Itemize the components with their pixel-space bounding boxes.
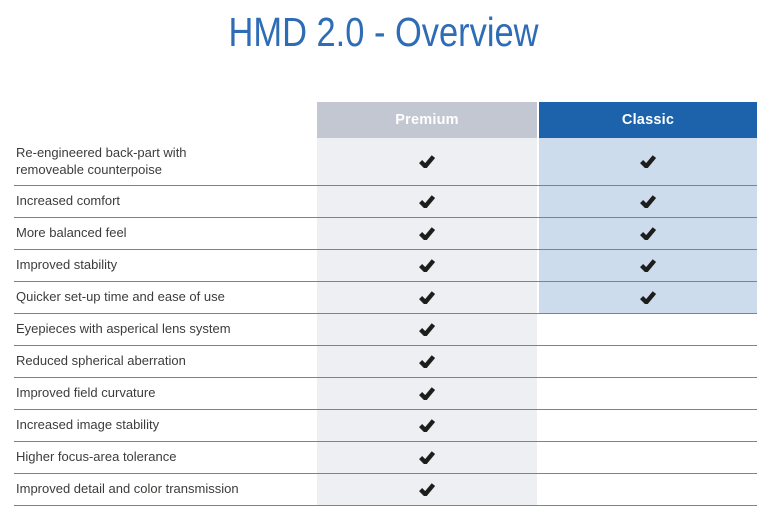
check-icon: [419, 387, 435, 400]
feature-label: Re-engineered back-part with removeable …: [16, 145, 187, 177]
classic-value-cell: [537, 314, 757, 345]
classic-value-cell: [537, 378, 757, 409]
classic-value-cell: [537, 138, 757, 185]
classic-value-cell: [537, 410, 757, 441]
check-icon: [419, 451, 435, 464]
table-row: Increased comfort: [14, 186, 757, 218]
premium-value-cell: [317, 442, 537, 473]
check-icon: [640, 259, 656, 272]
check-icon: [419, 419, 435, 432]
check-icon: [419, 291, 435, 304]
premium-value-cell: [317, 346, 537, 377]
table-header-row: Premium Classic: [14, 102, 757, 138]
table-row: Improved detail and color transmission: [14, 474, 757, 506]
table-row: Higher focus-area tolerance: [14, 442, 757, 474]
check-icon: [419, 323, 435, 336]
classic-value-cell: [537, 442, 757, 473]
table-body: Re-engineered back-part with removeable …: [14, 138, 757, 506]
feature-label: Improved stability: [16, 257, 118, 273]
feature-label: Quicker set-up time and ease of use: [16, 289, 225, 305]
check-icon: [419, 355, 435, 368]
feature-label: Increased image stability: [16, 417, 160, 433]
check-icon: [640, 195, 656, 208]
premium-value-cell: [317, 186, 537, 217]
table-row: Increased image stability: [14, 410, 757, 442]
feature-label: More balanced feel: [16, 225, 127, 241]
classic-value-cell: [537, 282, 757, 313]
premium-value-cell: [317, 474, 537, 505]
check-icon: [419, 155, 435, 168]
premium-value-cell: [317, 218, 537, 249]
feature-label: Improved field curvature: [16, 385, 156, 401]
table-row: Reduced spherical aberration: [14, 346, 757, 378]
page-title: HMD 2.0 - Overview: [228, 9, 540, 55]
title-area: HMD 2.0 - Overview: [0, 0, 768, 55]
feature-label: Higher focus-area tolerance: [16, 449, 177, 465]
column-header-classic: Classic: [537, 102, 757, 138]
feature-label: Eyepieces with asperical lens system: [16, 321, 231, 337]
check-icon: [640, 291, 656, 304]
table-row: Eyepieces with asperical lens system: [14, 314, 757, 346]
feature-label: Reduced spherical aberration: [16, 353, 186, 369]
classic-value-cell: [537, 346, 757, 377]
table-row: Re-engineered back-part with removeable …: [14, 138, 757, 186]
check-icon: [640, 227, 656, 240]
check-icon: [419, 259, 435, 272]
table-row: More balanced feel: [14, 218, 757, 250]
check-icon: [419, 483, 435, 496]
header-spacer: [14, 102, 317, 138]
premium-value-cell: [317, 314, 537, 345]
table-row: Improved stability: [14, 250, 757, 282]
classic-value-cell: [537, 250, 757, 281]
feature-label: Improved detail and color transmission: [16, 481, 239, 497]
comparison-table: Premium Classic Re-engineered back-part …: [14, 102, 757, 506]
feature-label: Increased comfort: [16, 193, 121, 209]
table-row: Quicker set-up time and ease of use: [14, 282, 757, 314]
premium-value-cell: [317, 282, 537, 313]
table-row: Improved field curvature: [14, 378, 757, 410]
premium-value-cell: [317, 378, 537, 409]
premium-value-cell: [317, 410, 537, 441]
check-icon: [640, 155, 656, 168]
classic-value-cell: [537, 474, 757, 505]
column-header-premium: Premium: [317, 102, 537, 138]
premium-value-cell: [317, 138, 537, 185]
classic-value-cell: [537, 186, 757, 217]
classic-value-cell: [537, 218, 757, 249]
check-icon: [419, 227, 435, 240]
check-icon: [419, 195, 435, 208]
premium-value-cell: [317, 250, 537, 281]
